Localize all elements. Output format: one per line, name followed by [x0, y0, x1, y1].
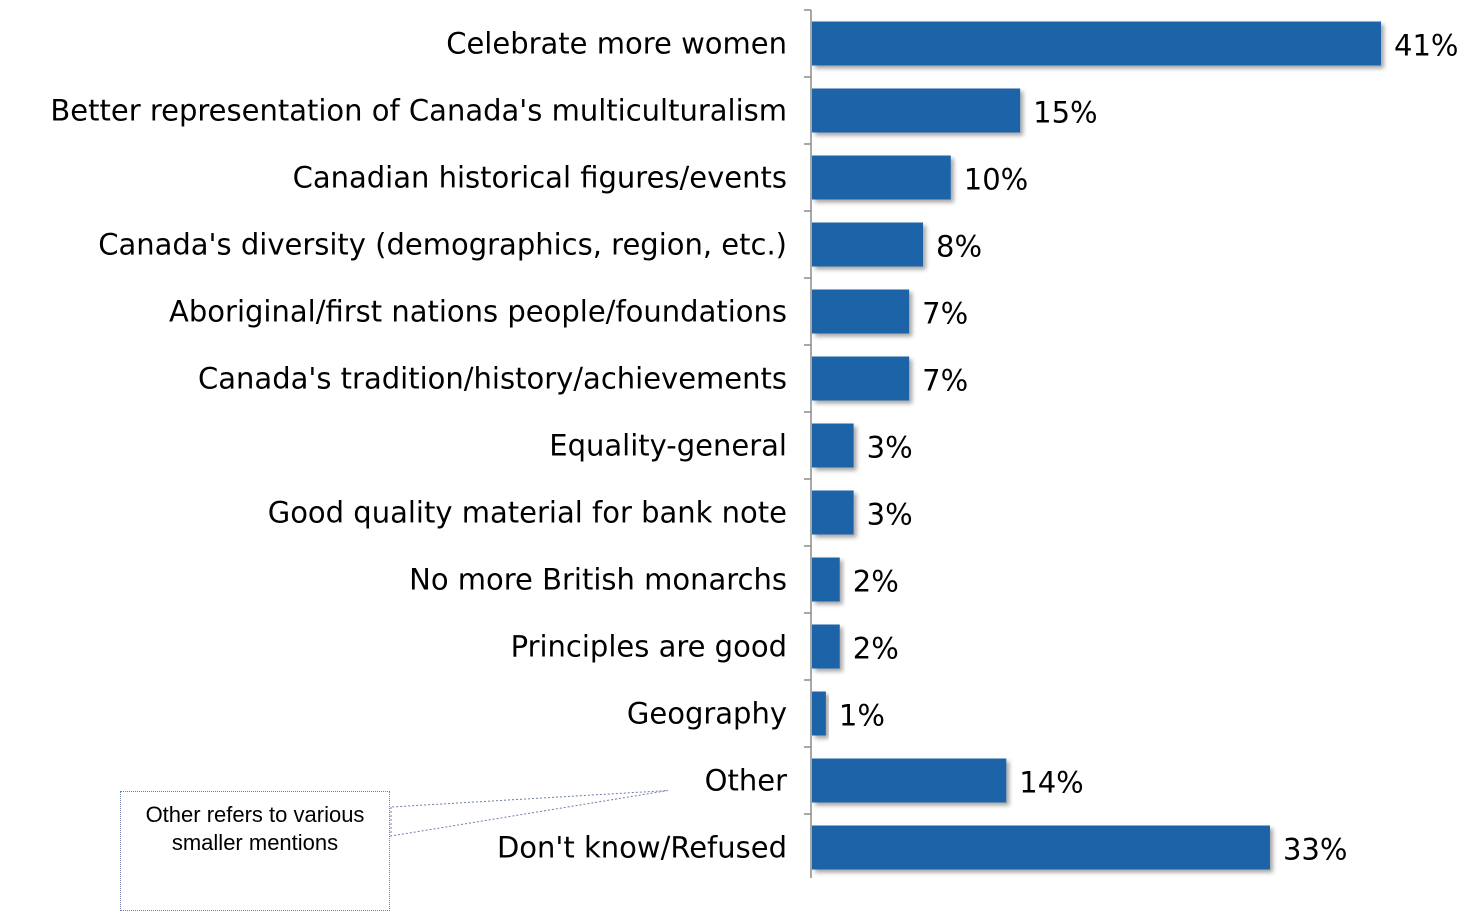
- value-label: 3%: [867, 498, 913, 532]
- bar: [812, 423, 854, 468]
- value-label: 2%: [853, 632, 899, 666]
- value-label: 8%: [936, 230, 982, 264]
- bar: [812, 490, 854, 535]
- value-label: 1%: [839, 699, 885, 733]
- bar: [812, 758, 1007, 803]
- value-labels: 41% 15%10% 8% 7% 7% 3% 3% 2% 2% 1% 14% 33%: [839, 29, 1459, 867]
- bars-group: [812, 21, 1381, 870]
- category-label: Equality-general: [549, 429, 787, 463]
- bar: [812, 21, 1381, 66]
- value-label: 33%: [1283, 833, 1347, 867]
- category-label: Aboriginal/first nations people/foundati…: [169, 295, 787, 329]
- category-label: Canadian historical figures/events: [293, 161, 787, 195]
- category-label: No more British monarchs: [409, 563, 787, 597]
- bar: [812, 88, 1021, 133]
- value-label: 2%: [853, 565, 899, 599]
- value-label: 3%: [867, 431, 913, 465]
- value-label: 7%: [922, 364, 968, 398]
- category-label: Geography: [627, 697, 787, 731]
- callout-connectors: [390, 790, 669, 837]
- value-label: 15%: [1033, 96, 1097, 130]
- bar: [812, 356, 910, 401]
- other-callout-note: Other refers to various smaller mentions: [120, 791, 390, 911]
- bar: [812, 691, 826, 736]
- category-label: Better representation of Canada's multic…: [50, 94, 787, 128]
- bar: [812, 222, 924, 267]
- category-label: Good quality material for bank note: [268, 496, 787, 530]
- value-label: 41%: [1394, 29, 1458, 63]
- category-axis: [804, 9, 812, 878]
- bar: [812, 825, 1270, 870]
- bar: [812, 155, 951, 200]
- bar-chart: Celebrate more women Better representatio…: [50, 9, 1459, 878]
- category-label: Celebrate more women: [446, 27, 787, 61]
- value-label: 14%: [1019, 766, 1083, 800]
- category-label: Canada's diversity (demographics, region…: [98, 228, 787, 262]
- bar: [812, 624, 840, 669]
- category-labels: Celebrate more women Better representatio…: [50, 27, 787, 865]
- bar: [812, 557, 840, 602]
- category-label: Don't know/Refused: [497, 831, 787, 865]
- category-label: Canada's tradition/history/achievements: [198, 362, 787, 396]
- value-label: 7%: [922, 297, 968, 331]
- category-label: Other: [705, 764, 787, 798]
- value-label: 10%: [964, 163, 1028, 197]
- callout-connector: [390, 790, 669, 837]
- category-label: Principles are good: [511, 630, 787, 664]
- bar: [812, 289, 910, 334]
